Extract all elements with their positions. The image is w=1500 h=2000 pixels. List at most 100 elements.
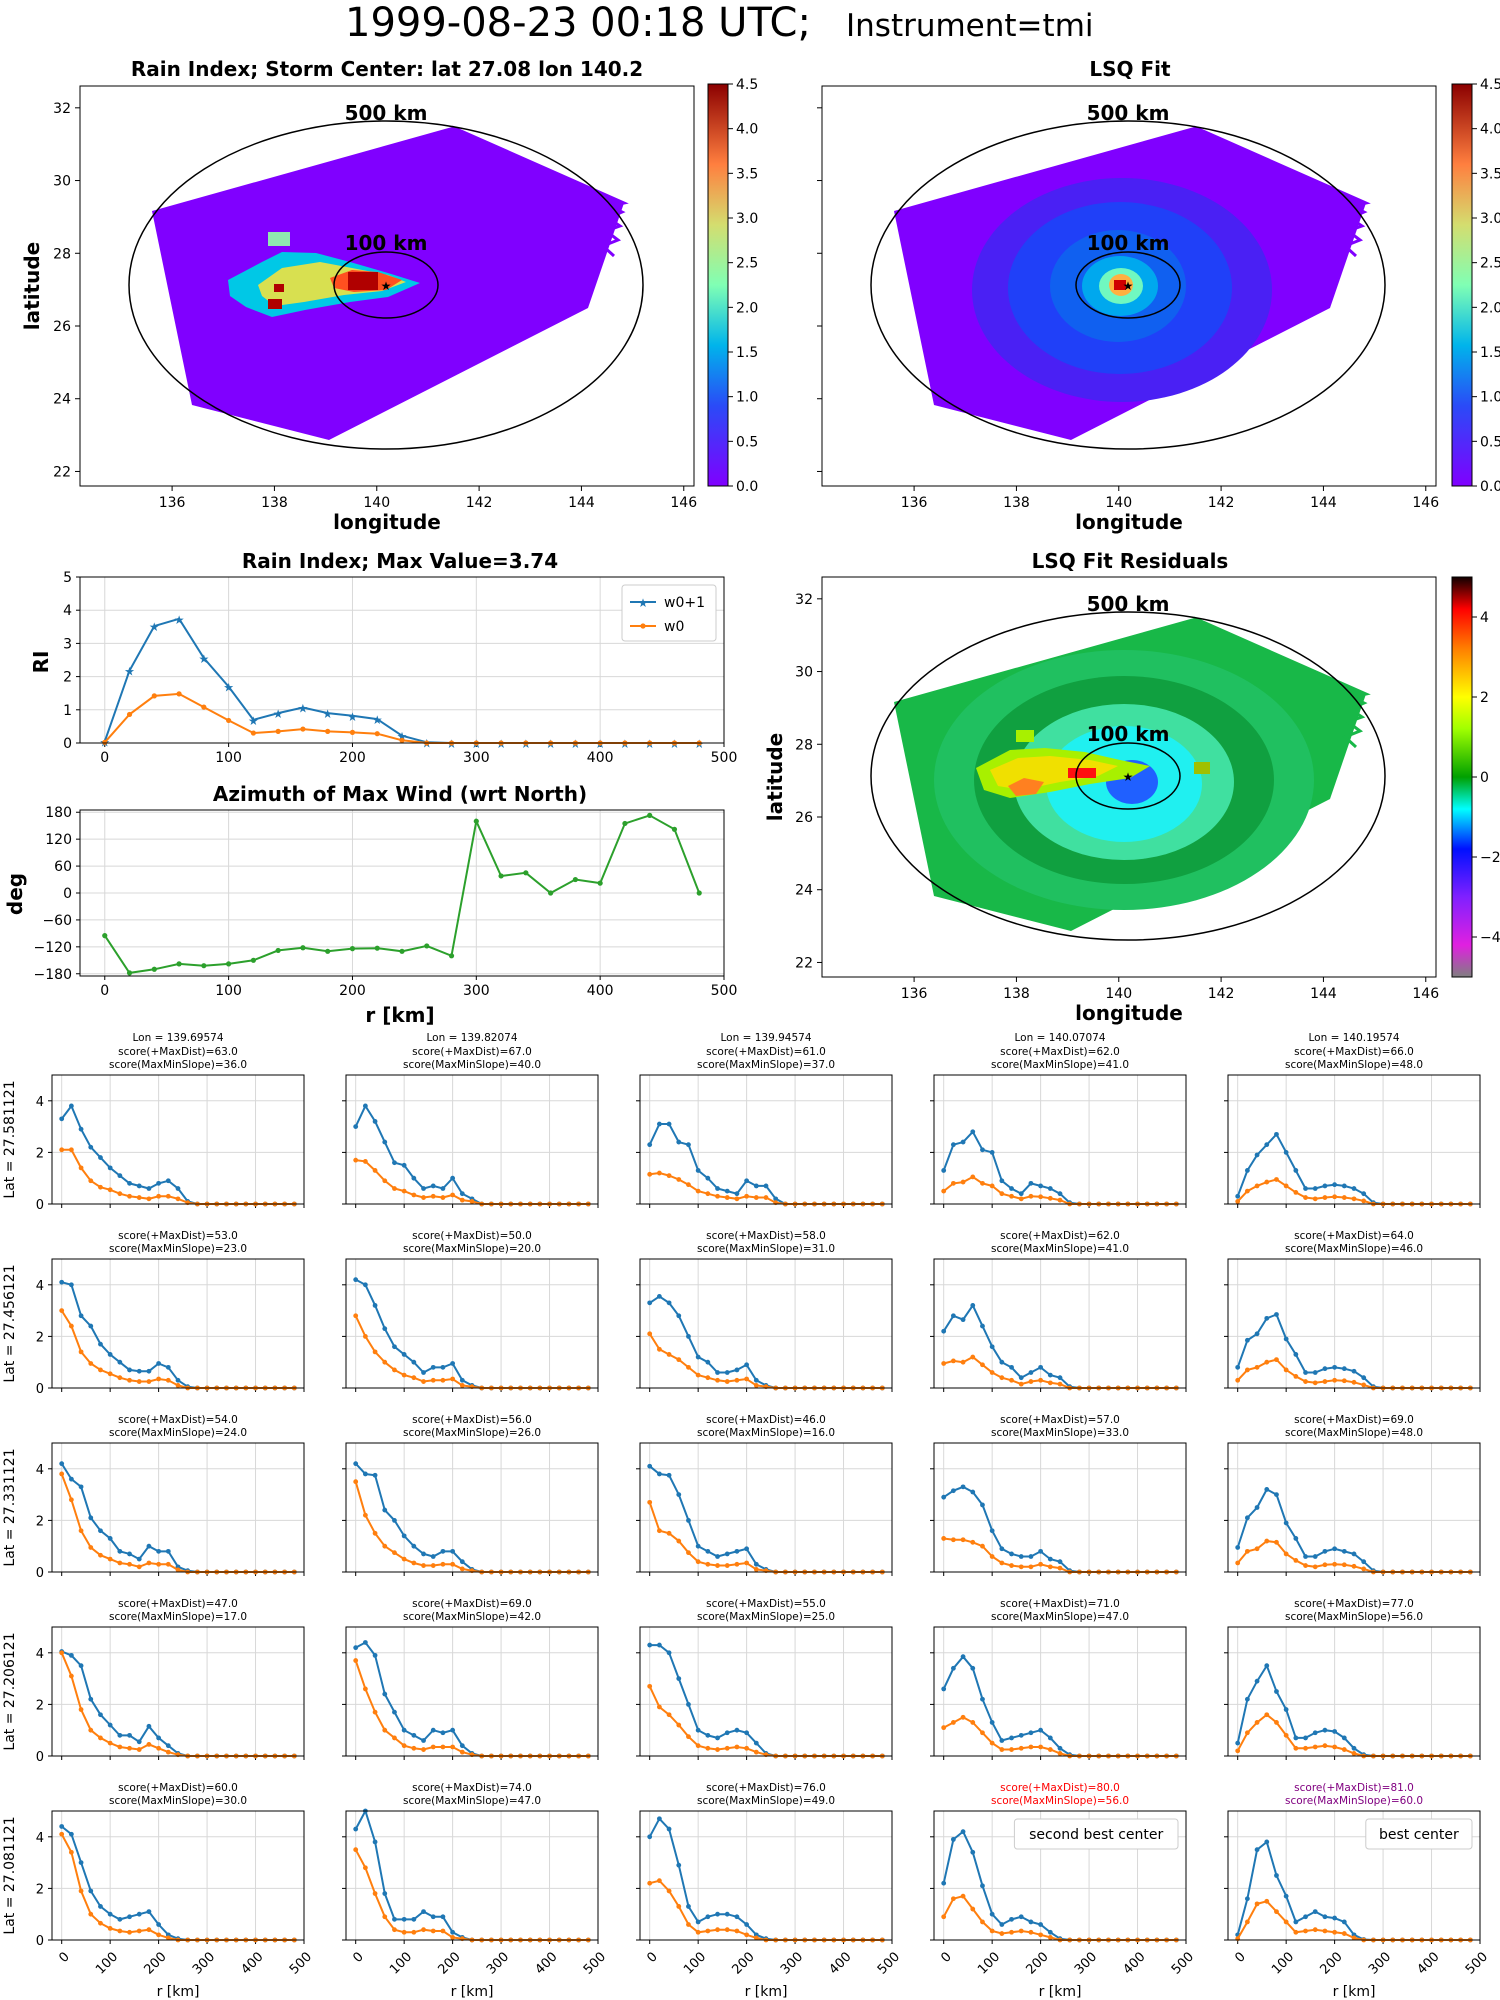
y-tick-label: 32	[795, 592, 813, 608]
w0plus1-point	[146, 1186, 152, 1191]
w0plus1-point	[695, 1727, 701, 1733]
w0plus1-point	[459, 1377, 465, 1383]
w0plus1-point	[450, 1175, 456, 1181]
w0-point	[362, 1512, 368, 1518]
w0-point	[136, 1928, 142, 1934]
w0-point	[362, 1686, 368, 1692]
cell-score-maxdist: score(+MaxDist)=54.0	[118, 1414, 238, 1426]
azimuth-point	[572, 876, 578, 883]
cell-r0-c0: 0 2 4 Lon = 139.69574 score(+MaxDist)=63.0sc…	[36, 1032, 305, 1213]
w0-point	[715, 1747, 720, 1752]
w0plus1-point	[705, 1175, 711, 1181]
w0plus1-point	[430, 1914, 436, 1920]
w0plus1-point	[459, 1743, 465, 1749]
w0-point	[78, 1165, 84, 1171]
axes-frame	[1227, 1442, 1481, 1573]
w0plus1-point: ★	[124, 665, 135, 679]
cell-score-maxdist: score(+MaxDist)=56.0	[412, 1414, 532, 1426]
w0-point	[127, 1929, 132, 1935]
w0plus1-point	[146, 1723, 152, 1729]
w0-point	[1264, 1179, 1270, 1185]
w0-point	[151, 693, 157, 699]
w0plus1-point	[715, 1370, 720, 1375]
w0-point	[1332, 1377, 1338, 1383]
w0-point	[392, 1927, 397, 1933]
cell-xlabel: r [km]	[1333, 1984, 1376, 2000]
w0plus1-point	[989, 1720, 995, 1725]
w0-point	[250, 730, 256, 736]
w0plus1-point	[1244, 1337, 1250, 1343]
w0-point	[686, 1734, 691, 1740]
w0-point	[695, 1372, 701, 1378]
center-label-box	[1013, 1818, 1179, 1850]
w0plus1-point	[970, 1665, 976, 1671]
w0plus1-point	[450, 1929, 456, 1935]
w0plus1-point	[734, 1548, 740, 1554]
w0-point	[156, 1193, 162, 1199]
w0plus1-point	[734, 1191, 740, 1197]
w0plus1-point	[1235, 1364, 1241, 1370]
w0-point	[98, 1735, 103, 1741]
cbar-tick-label: 2.5	[736, 256, 758, 272]
x-tick-label: 400	[1120, 1949, 1148, 1977]
w0-point	[372, 1530, 378, 1536]
w0plus1-point	[98, 1712, 103, 1718]
w0-point	[1235, 1748, 1241, 1754]
w0-point	[1312, 1927, 1318, 1933]
storm-center-star: ★	[381, 279, 392, 293]
w0plus1-point	[1312, 1554, 1318, 1559]
x-tick-label: 142	[1208, 495, 1235, 511]
w0plus1-point	[724, 1370, 730, 1375]
azimuth-point	[176, 961, 182, 967]
w0-point	[146, 1196, 152, 1202]
w0plus1-point: ★	[223, 681, 234, 695]
w0plus1-point	[647, 1300, 653, 1306]
w0-point	[1351, 1751, 1357, 1756]
w0-point	[1332, 1929, 1338, 1935]
cell-r1-c1: score(+MaxDist)=50.0score(MaxMinSlope)=2…	[342, 1230, 599, 1392]
azimuth-point	[275, 947, 281, 954]
y-tick-label: 5	[63, 570, 72, 586]
cell-score-slope: score(MaxMinSlope)=47.0	[403, 1795, 541, 1807]
w0-point	[1283, 1732, 1289, 1738]
w0-point	[430, 1744, 436, 1750]
w0-point	[1361, 1382, 1367, 1388]
ring-100km-label: 100 km	[345, 231, 428, 255]
w0plus1-point	[1312, 1909, 1318, 1915]
w0plus1-point	[1274, 1131, 1279, 1137]
w0plus1-point	[68, 1652, 74, 1658]
cell-lon-label: Lon = 139.82074	[427, 1032, 518, 1044]
cbar-tick-label: 2.5	[1480, 256, 1500, 272]
w0-point	[1028, 1929, 1034, 1935]
cell-r1-c4: score(+MaxDist)=64.0score(MaxMinSlope)=4…	[1224, 1230, 1481, 1392]
cell-score-slope: score(MaxMinSlope)=42.0	[403, 1611, 541, 1623]
w0plus1-point	[744, 1178, 750, 1184]
w0plus1-point	[440, 1186, 446, 1191]
cell-score-maxdist: score(+MaxDist)=67.0	[412, 1046, 532, 1058]
w0plus1-point: ★	[347, 710, 358, 724]
y-tick-label: 4	[36, 1463, 44, 1478]
cell-score-maxdist: score(+MaxDist)=71.0	[1000, 1598, 1120, 1610]
w0-point	[117, 1191, 123, 1197]
cell-score-maxdist: score(+MaxDist)=80.0	[1000, 1782, 1120, 1794]
w0plus1-point	[127, 1367, 132, 1373]
lsq-ring-100km-label: 100 km	[1087, 231, 1170, 255]
w0plus1-point	[392, 1518, 397, 1523]
w0plus1-point	[686, 1518, 691, 1523]
x-tick-label: 0	[1232, 1949, 1248, 1965]
w0-point	[126, 711, 133, 718]
lsq-center-star: ★	[1123, 279, 1134, 293]
w0-point	[1009, 1929, 1014, 1935]
w0-point	[68, 1147, 74, 1153]
w0-point	[676, 1722, 682, 1728]
w0plus1-point	[1361, 1191, 1367, 1197]
w0plus1-point	[1028, 1554, 1034, 1559]
w0-point	[970, 1539, 976, 1545]
cell-xlabel: r [km]	[157, 1984, 200, 2000]
cell-r0-c1: Lon = 139.82074 score(+MaxDist)=67.0score…	[342, 1032, 599, 1208]
cell-xlabel: r [km]	[1039, 1984, 1082, 2000]
legend-label: w0+1	[664, 595, 705, 611]
axes-frame	[79, 809, 725, 977]
w0plus1-point	[1244, 1696, 1250, 1702]
w0plus1-point	[1341, 1548, 1347, 1554]
